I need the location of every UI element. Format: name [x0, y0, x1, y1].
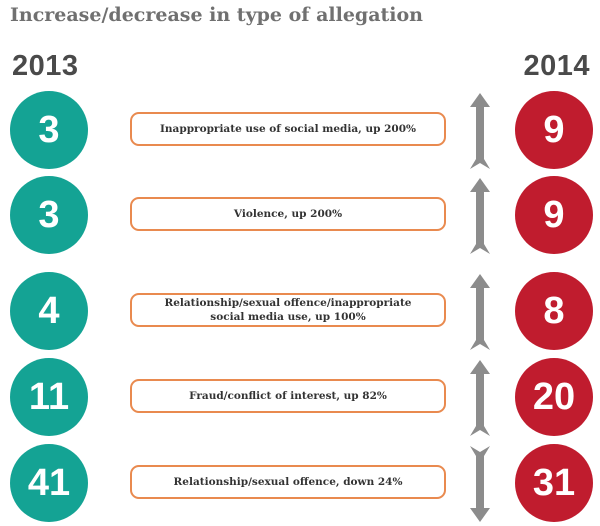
year-2014-heading: 2014	[523, 50, 590, 82]
value-2014-circle: 8	[515, 272, 593, 350]
value-2013-circle: 3	[10, 176, 88, 254]
up-arrow-icon	[470, 178, 490, 254]
allegation-label: Inappropriate use of social media, up 20…	[130, 112, 446, 146]
allegation-label: Fraud/conflict of interest, up 82%	[130, 379, 446, 413]
allegation-row: 3 Violence, up 200% 9	[0, 175, 600, 255]
value-2014-circle: 9	[515, 91, 593, 169]
allegation-row: 11 Fraud/conflict of interest, up 82% 20	[0, 357, 600, 437]
value-2013-circle: 3	[10, 91, 88, 169]
value-2013-circle: 11	[10, 358, 88, 436]
up-arrow-icon	[470, 93, 490, 169]
allegation-label: Relationship/sexual offence/inappropriat…	[130, 293, 446, 327]
value-2014-circle: 20	[515, 358, 593, 436]
page-title: Increase/decrease in type of allegation	[10, 4, 423, 26]
allegation-row: 41 Relationship/sexual offence, down 24%…	[0, 443, 600, 523]
up-arrow-icon	[470, 360, 490, 436]
value-2014-circle: 31	[515, 444, 593, 522]
up-arrow-icon	[470, 274, 490, 350]
value-2013-circle: 4	[10, 272, 88, 350]
value-2013-circle: 41	[10, 444, 88, 522]
allegation-label: Violence, up 200%	[130, 197, 446, 231]
value-2014-circle: 9	[515, 176, 593, 254]
year-2013-heading: 2013	[12, 50, 79, 82]
down-arrow-icon	[470, 446, 490, 522]
allegation-label: Relationship/sexual offence, down 24%	[130, 465, 446, 499]
allegation-row: 3 Inappropriate use of social media, up …	[0, 90, 600, 170]
allegation-row: 4 Relationship/sexual offence/inappropri…	[0, 271, 600, 351]
